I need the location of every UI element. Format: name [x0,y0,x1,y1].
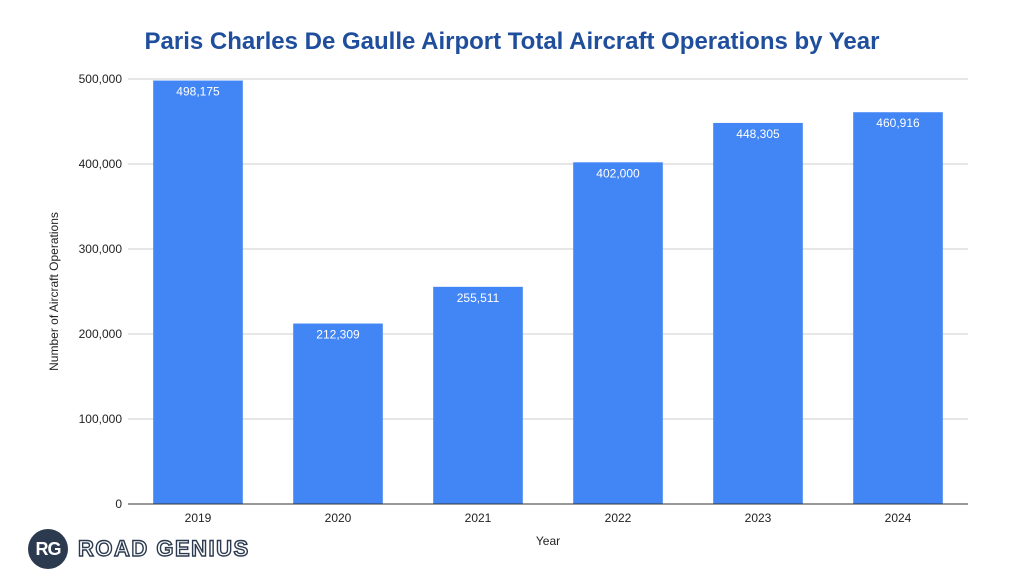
bar-2019 [153,80,243,505]
x-tick-label: 2023 [745,511,772,525]
x-tick-label: 2020 [325,511,352,525]
y-tick-label: 0 [115,497,122,511]
y-tick-label: 200,000 [79,327,123,341]
data-label-2020: 212,309 [316,328,360,342]
data-label-2023: 448,305 [736,127,780,141]
data-label-2021: 255,511 [457,291,500,305]
bar-2023 [713,122,803,505]
x-tick-label: 2021 [465,511,492,525]
road-genius-logo: RG ROAD GENIUS [28,529,250,569]
logo-initials: RG [35,538,62,559]
bar-2020 [293,323,383,504]
data-labels: 498,175 212,309 255,511 402,000 448,305 460,9… [176,85,920,342]
data-label-2019: 498,175 [176,85,220,99]
data-label-2022: 402,000 [596,166,640,180]
bars [153,80,943,505]
chart-title: Paris Charles De Gaulle Airport Total Ai… [144,28,880,55]
logo-badge-icon: RG [28,529,68,569]
y-tick-label: 300,000 [79,242,123,256]
x-tick-label: 2024 [885,511,912,525]
x-tick-label: 2019 [185,511,212,525]
bar-2022 [573,162,663,505]
bar-2021 [433,286,523,504]
logo-name: ROAD GENIUS [77,535,250,561]
x-axis-ticks: 2019 2020 2021 2022 2023 2024 [185,511,912,525]
gridlines [128,78,968,420]
y-tick-label: 400,000 [79,157,123,171]
y-tick-label: 500,000 [79,72,123,86]
x-axis-title: Year [536,534,560,548]
data-label-2024: 460,916 [876,116,920,130]
y-tick-label: 100,000 [79,412,123,426]
x-tick-label: 2022 [605,511,632,525]
y-axis-ticks: 0 100,000 200,000 300,000 400,000 500,000 [79,72,123,511]
bar-2024 [853,112,943,504]
y-axis-title: Number of Aircraft Operations [47,212,61,371]
